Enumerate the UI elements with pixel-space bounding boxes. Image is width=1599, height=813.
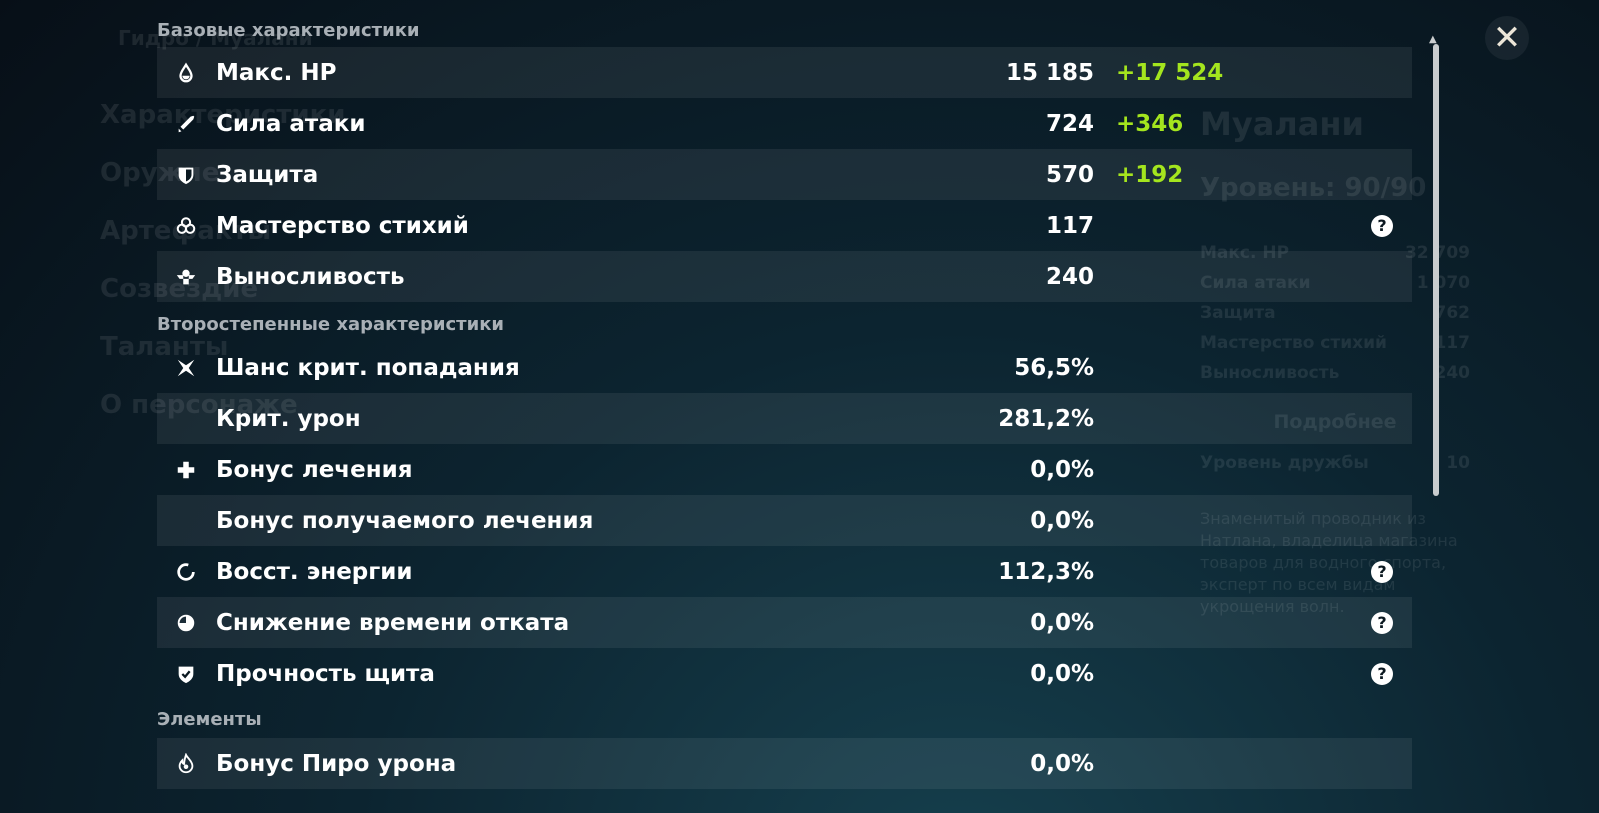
stat-label: Защита (216, 161, 319, 188)
details-button: Подробнее (1273, 411, 1397, 433)
scroll-up-icon: ▲ (1429, 34, 1437, 45)
stat-value: 0,0% (1030, 609, 1094, 636)
hp-drop-icon (174, 61, 198, 85)
shield-strength-icon (174, 662, 198, 686)
menu-item: Оружие (100, 158, 220, 188)
stat-row: Восст. энергии 112,3%? (157, 546, 1412, 597)
background-menu: Характеристики Оружие Артефакты Созвезди… (100, 100, 346, 448)
stat-value: 0,0% (1030, 750, 1094, 777)
section-title: Второстепенные характеристики (157, 314, 505, 335)
stat-label: Выносливость (216, 263, 405, 290)
stat-row: Крит. урон 281,2% (157, 393, 1412, 444)
background-stat-value: 117 (1434, 333, 1471, 353)
stat-bonus: +17 524 (1116, 59, 1224, 86)
energy-recharge-icon (174, 560, 198, 584)
stat-row: Бонус получаемого лечения 0,0% (157, 495, 1412, 546)
scrollbar[interactable] (1433, 44, 1439, 496)
blank-icon (174, 407, 198, 431)
stat-label: Шанс крит. попадания (216, 354, 520, 381)
stat-row: Защита 570 +192 (157, 149, 1412, 200)
close-icon: ✕ (1492, 18, 1522, 58)
section-title: Базовые характеристики (157, 20, 420, 41)
background-stat-label: Макс. HP (1200, 243, 1290, 263)
background-stat-label: Защита (1200, 303, 1276, 323)
stat-value: 117 (1045, 212, 1094, 239)
menu-item: О персонаже (100, 390, 298, 420)
background-stat-row: Выносливость 240 (1200, 363, 1470, 393)
stat-value: 0,0% (1030, 660, 1094, 687)
stat-label: Восст. энергии (216, 558, 413, 585)
background-stat-value: 1 070 (1416, 273, 1470, 293)
stat-row: Сила атаки 724 +346 (157, 98, 1412, 149)
healing-bonus-icon (174, 458, 198, 482)
stat-row: Макс. HP 15 185 +17 524 (157, 47, 1412, 98)
cd-reduction-icon (174, 611, 198, 635)
menu-item: Характеристики (100, 100, 346, 130)
stat-row: Бонус Пиро урона 0,0% (157, 738, 1412, 789)
character-card: Муалани Уровень: 90/90 Макс. HP 32 709 Сил… (1200, 105, 1470, 618)
stat-row: Бонус лечения 0,0% (157, 444, 1412, 495)
close-button[interactable]: ✕ (1485, 16, 1529, 60)
stat-row: Выносливость 240 (157, 251, 1412, 302)
background-stat-label: Сила атаки (1200, 273, 1311, 293)
stat-label: Макс. HP (216, 59, 337, 86)
stat-value: 281,2% (998, 405, 1094, 432)
stat-label: Бонус Пиро урона (216, 750, 457, 777)
stat-value: 56,5% (1014, 354, 1094, 381)
stat-label: Бонус получаемого лечения (216, 507, 594, 534)
stamina-icon (174, 265, 198, 289)
character-name: Муалани (1200, 105, 1364, 143)
stat-label: Крит. урон (216, 405, 361, 432)
stat-value: 570 (1045, 161, 1094, 188)
friendship-label: Уровень дружбы (1200, 453, 1369, 473)
background-stat-label: Мастерство стихий (1200, 333, 1387, 353)
stat-label: Сила атаки (216, 110, 366, 137)
stat-value: 112,3% (998, 558, 1094, 585)
background-stat-row: Мастерство стихий 117 (1200, 333, 1470, 363)
elemental-mastery-icon (174, 214, 198, 238)
stat-value: 0,0% (1030, 507, 1094, 534)
stat-bonus: +192 (1116, 161, 1184, 188)
stat-row: Мастерство стихий 117? (157, 200, 1412, 251)
menu-item: Созвездие (100, 274, 259, 304)
help-icon[interactable]: ? (1371, 611, 1393, 634)
background-stat-row: Защита 762 (1200, 303, 1470, 333)
background-stat-value: 240 (1434, 363, 1471, 383)
background-stat-label: Выносливость (1200, 363, 1340, 383)
stat-label: Снижение времени отката (216, 609, 570, 636)
stat-row: Прочность щита 0,0%? (157, 648, 1412, 699)
character-level: Уровень: 90/90 (1200, 173, 1427, 203)
blank-icon (174, 509, 198, 533)
stat-label: Бонус лечения (216, 456, 413, 483)
friendship-value: 10 (1446, 453, 1470, 473)
stat-label: Прочность щита (216, 660, 435, 687)
stat-value: 0,0% (1030, 456, 1094, 483)
help-icon[interactable]: ? (1371, 560, 1393, 583)
breadcrumb: Гидро / Муалани (118, 26, 313, 50)
shield-icon (174, 163, 198, 187)
pyro-icon (174, 752, 198, 776)
menu-item: Таланты (100, 332, 229, 362)
section-title: Элементы (157, 709, 262, 730)
stat-row: Снижение времени отката 0,0%? (157, 597, 1412, 648)
background-stat-row: Сила атаки 1 070 (1200, 273, 1470, 303)
help-icon[interactable]: ? (1371, 214, 1393, 237)
stat-bonus: +346 (1116, 110, 1184, 137)
background-stat-value: 762 (1434, 303, 1471, 323)
help-icon[interactable]: ? (1371, 662, 1393, 685)
stat-value: 724 (1045, 110, 1094, 137)
stat-value: 15 185 (1005, 59, 1094, 86)
crit-rate-icon (174, 356, 198, 380)
stat-label: Мастерство стихий (216, 212, 469, 239)
stat-row: Шанс крит. попадания 56,5% (157, 342, 1412, 393)
stat-value: 240 (1045, 263, 1094, 290)
sword-icon (174, 112, 198, 136)
